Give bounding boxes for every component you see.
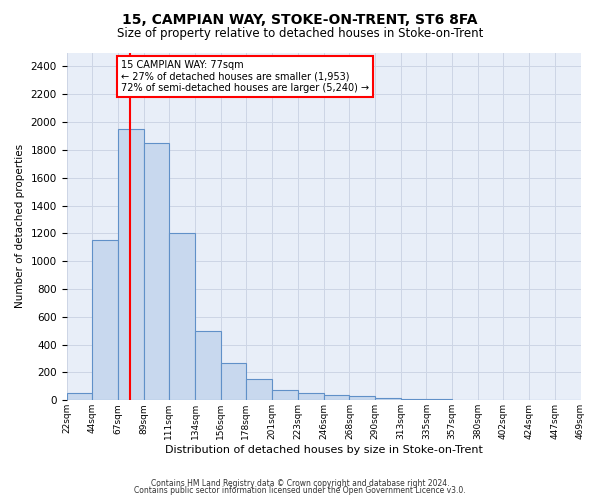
Bar	[67, 394, 92, 400]
Bar	[169, 234, 196, 400]
Bar	[143, 143, 169, 401]
Bar	[246, 380, 272, 400]
Text: Size of property relative to detached houses in Stoke-on-Trent: Size of property relative to detached ho…	[117, 28, 483, 40]
Text: 15 CAMPIAN WAY: 77sqm
← 27% of detached houses are smaller (1,953)
72% of semi-d: 15 CAMPIAN WAY: 77sqm ← 27% of detached …	[121, 60, 368, 94]
Bar	[92, 240, 118, 400]
Bar	[298, 394, 324, 400]
Bar	[221, 364, 246, 401]
Bar	[118, 129, 143, 400]
Bar	[401, 399, 427, 400]
Bar	[324, 396, 349, 400]
Y-axis label: Number of detached properties: Number of detached properties	[15, 144, 25, 308]
Text: Contains HM Land Registry data © Crown copyright and database right 2024.: Contains HM Land Registry data © Crown c…	[151, 478, 449, 488]
Text: 15, CAMPIAN WAY, STOKE-ON-TRENT, ST6 8FA: 15, CAMPIAN WAY, STOKE-ON-TRENT, ST6 8FA	[122, 12, 478, 26]
Bar	[427, 399, 452, 400]
Bar	[196, 330, 221, 400]
Bar	[349, 396, 374, 400]
Bar	[272, 390, 298, 400]
Bar	[374, 398, 401, 400]
Text: Contains public sector information licensed under the Open Government Licence v3: Contains public sector information licen…	[134, 486, 466, 495]
X-axis label: Distribution of detached houses by size in Stoke-on-Trent: Distribution of detached houses by size …	[164, 445, 482, 455]
